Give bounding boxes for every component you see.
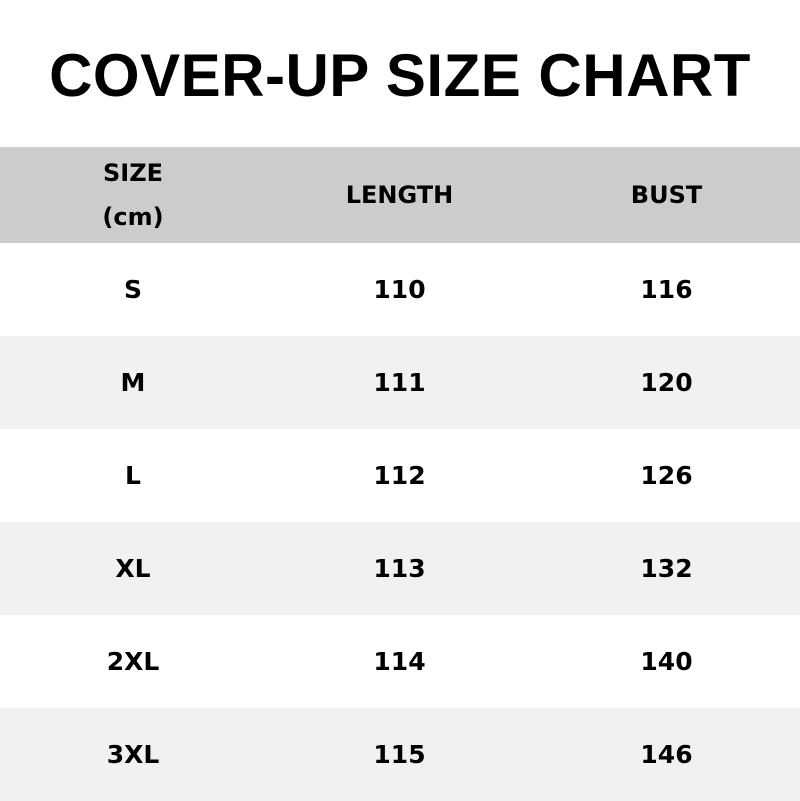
header-bust: BUST [630, 181, 703, 209]
header-size-label: SIZE [102, 159, 163, 187]
table-header-row: SIZE (cm) LENGTH BUST [0, 147, 800, 243]
table-row: M 111 120 [0, 336, 800, 429]
cell-size: XL [115, 554, 151, 583]
cell-size: L [125, 461, 141, 490]
size-table: SIZE (cm) LENGTH BUST S 110 116 M 111 120 L 112… [0, 147, 800, 801]
cell-length: 111 [373, 368, 426, 397]
cell-bust: 132 [640, 554, 693, 583]
cell-bust: 120 [640, 368, 693, 397]
cell-length: 112 [373, 461, 426, 490]
cell-length: 113 [373, 554, 426, 583]
cell-size: M [120, 368, 146, 397]
cell-size: S [123, 275, 142, 304]
cell-length: 114 [373, 647, 426, 676]
table-row: S 110 116 [0, 243, 800, 336]
cell-bust: 146 [640, 740, 693, 769]
table-row: XL 113 132 [0, 522, 800, 615]
cell-size: 2XL [106, 647, 160, 676]
table-row: 2XL 114 140 [0, 615, 800, 708]
header-unit-label: (cm) [102, 203, 164, 231]
table-row: 3XL 115 146 [0, 708, 800, 801]
table-row: L 112 126 [0, 429, 800, 522]
header-size: SIZE (cm) [0, 151, 266, 239]
page-title: COVER-UP SIZE CHART [49, 42, 751, 109]
cell-size: 3XL [106, 740, 160, 769]
header-length: LENGTH [345, 181, 454, 209]
cell-bust: 116 [640, 275, 693, 304]
cell-length: 110 [373, 275, 426, 304]
cell-length: 115 [373, 740, 426, 769]
cell-bust: 140 [640, 647, 693, 676]
cell-bust: 126 [640, 461, 693, 490]
